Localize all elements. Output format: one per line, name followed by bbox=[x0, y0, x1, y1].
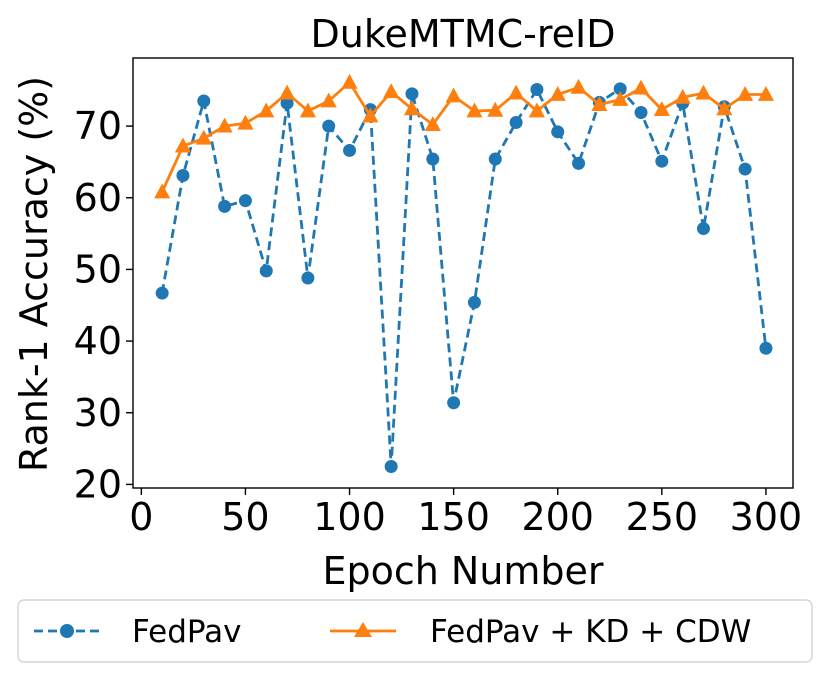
data-point-fedpav bbox=[322, 119, 336, 133]
data-point-kd-cdw bbox=[216, 117, 233, 133]
x-tick-label: 300 bbox=[730, 495, 803, 539]
data-point-fedpav bbox=[509, 116, 523, 129]
legend-fedpav-label: FedPav bbox=[132, 614, 242, 650]
y-tick-label: 40 bbox=[74, 319, 122, 363]
data-point-fedpav bbox=[197, 94, 211, 108]
x-axis-label: Epoch Number bbox=[322, 549, 603, 593]
data-point-kd-cdw bbox=[362, 107, 379, 123]
series-line-fedpav bbox=[160, 87, 768, 468]
data-point-fedpav bbox=[467, 295, 481, 309]
data-point-fedpav bbox=[155, 286, 169, 300]
data-point-fedpav bbox=[738, 162, 752, 176]
data-point-fedpav bbox=[301, 271, 315, 285]
plot-frame bbox=[132, 57, 794, 489]
axes-area: 0 50 100 150 200 250 300 20 30 40 50 60 70 bbox=[74, 57, 802, 539]
data-point-kd-cdw bbox=[341, 73, 358, 89]
y-tick-label: 70 bbox=[74, 104, 122, 148]
legend-fedpav-marker bbox=[60, 624, 74, 638]
data-point-kd-cdw bbox=[320, 92, 337, 108]
data-point-kd-cdw bbox=[591, 96, 608, 111]
data-point-fedpav bbox=[343, 143, 357, 157]
chart-title: DukeMTMC-reID bbox=[310, 12, 615, 56]
data-point-kd-cdw bbox=[632, 79, 650, 95]
data-point-fedpav bbox=[259, 264, 273, 278]
data-point-fedpav bbox=[176, 169, 190, 183]
data-point-kd-cdw bbox=[487, 101, 504, 117]
data-point-fedpav bbox=[426, 152, 440, 166]
data-point-kd-cdw bbox=[383, 83, 400, 99]
data-point-fedpav bbox=[696, 222, 710, 236]
data-point-kd-cdw bbox=[445, 87, 462, 103]
data-point-kd-cdw bbox=[695, 84, 712, 100]
data-point-fedpav bbox=[551, 125, 565, 139]
data-point-kd-cdw bbox=[299, 102, 316, 118]
x-tick-label: 200 bbox=[521, 495, 594, 539]
legend-kd-cdw-marker bbox=[354, 622, 372, 637]
x-tick-label: 100 bbox=[313, 495, 386, 539]
data-point-fedpav bbox=[384, 460, 398, 473]
y-tick-label: 50 bbox=[74, 247, 122, 291]
data-point-kd-cdw bbox=[528, 102, 545, 118]
data-point-fedpav bbox=[634, 105, 648, 119]
series-line-kd-cdw bbox=[160, 81, 766, 193]
data-point-kd-cdw bbox=[549, 86, 566, 101]
data-point-kd-cdw bbox=[612, 91, 629, 106]
data-point-fedpav bbox=[405, 87, 419, 101]
data-point-kd-cdw bbox=[508, 84, 525, 100]
x-tick-label: 250 bbox=[626, 495, 699, 539]
y-tick-label: 20 bbox=[74, 462, 122, 506]
data-point-fedpav bbox=[218, 199, 232, 213]
x-tick-label: 150 bbox=[417, 495, 490, 539]
data-point-fedpav bbox=[447, 396, 461, 410]
data-point-fedpav bbox=[238, 194, 252, 208]
data-point-fedpav bbox=[572, 156, 586, 170]
y-tick-label: 60 bbox=[74, 176, 122, 220]
y-axis-ticks: 20 30 40 50 60 70 bbox=[74, 104, 133, 506]
x-tick-label: 0 bbox=[129, 495, 153, 539]
legend-frame bbox=[17, 599, 813, 663]
data-point-kd-cdw bbox=[403, 100, 421, 116]
data-point-fedpav bbox=[530, 83, 544, 97]
y-tick-label: 30 bbox=[74, 391, 122, 435]
legend-kd-cdw-label: FedPav + KD + CDW bbox=[430, 614, 751, 650]
x-axis-ticks: 0 50 100 150 200 250 300 bbox=[129, 488, 802, 539]
data-point-kd-cdw bbox=[757, 86, 774, 101]
x-tick-label: 50 bbox=[221, 495, 269, 539]
data-point-kd-cdw bbox=[154, 183, 171, 199]
data-point-kd-cdw bbox=[653, 101, 670, 116]
data-point-fedpav bbox=[280, 96, 294, 110]
data-point-kd-cdw bbox=[716, 100, 733, 116]
data-point-kd-cdw bbox=[279, 84, 296, 100]
y-axis-label: Rank-1 Accuracy (%) bbox=[12, 76, 56, 472]
data-point-kd-cdw bbox=[195, 129, 212, 145]
series-fedpav bbox=[155, 82, 773, 473]
data-point-fedpav bbox=[655, 154, 669, 168]
data-point-kd-cdw bbox=[174, 137, 191, 153]
data-point-fedpav bbox=[613, 82, 627, 96]
data-point-fedpav bbox=[759, 341, 773, 355]
data-point-kd-cdw bbox=[424, 116, 441, 131]
data-point-kd-cdw bbox=[674, 88, 691, 104]
data-point-fedpav bbox=[488, 152, 502, 166]
data-point-kd-cdw bbox=[570, 78, 587, 94]
series-layer bbox=[154, 73, 774, 473]
data-point-kd-cdw bbox=[737, 86, 754, 101]
series-kd-cdw bbox=[154, 73, 774, 199]
data-point-kd-cdw bbox=[466, 102, 483, 118]
data-point-kd-cdw bbox=[237, 114, 254, 130]
data-point-kd-cdw bbox=[258, 102, 275, 118]
legend: FedPav FedPav + KD + CDW bbox=[17, 599, 813, 663]
